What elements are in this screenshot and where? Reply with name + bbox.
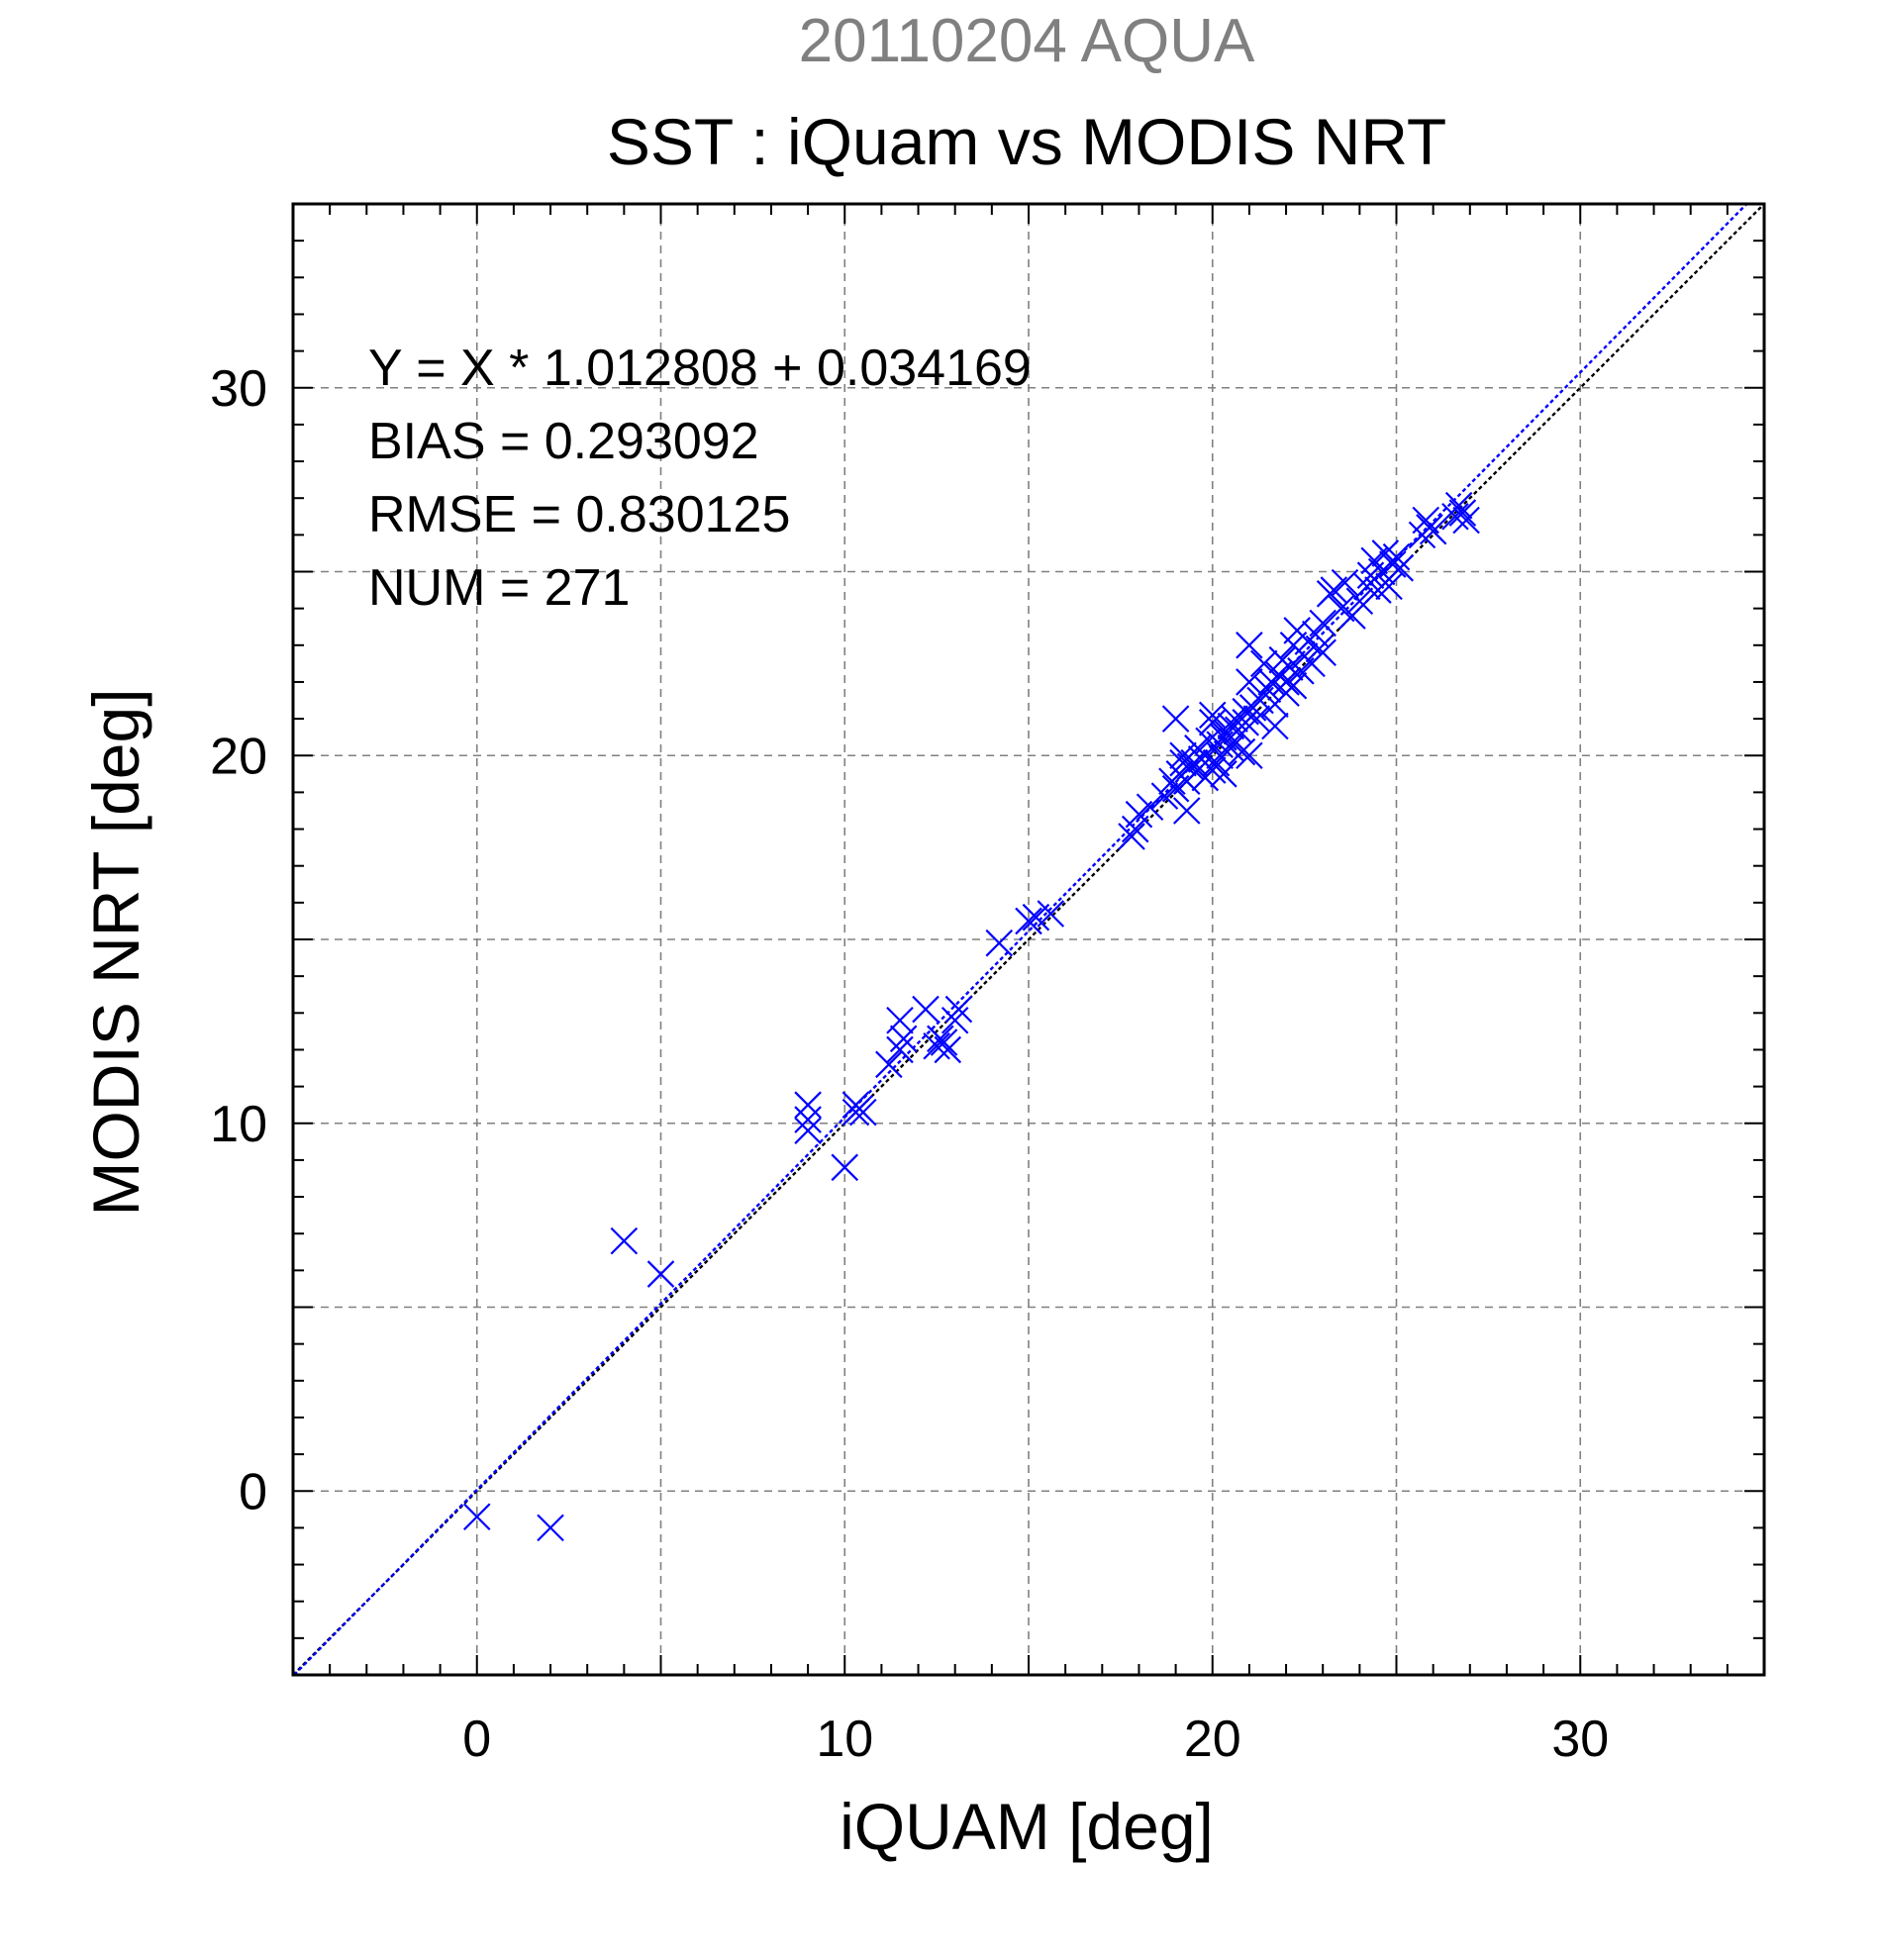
plot-frame [291,202,1766,1677]
data-point [1364,576,1392,604]
data-point [1136,793,1164,822]
bias-text: BIAS = 0.293092 [368,413,759,470]
data-point [1419,517,1447,545]
reference-lines [292,203,1765,1676]
data-point [462,1503,491,1531]
tick-labels: 0 10 20 30 0 10 20 30 [210,360,1609,1768]
x-tick-label: 10 [816,1711,873,1768]
data-point [537,1514,564,1542]
data-point [610,1226,639,1255]
x-axis-label: iQUAM [deg] [840,1790,1214,1863]
data-point [1441,502,1469,531]
data-point [1375,572,1403,601]
data-point [1382,542,1411,571]
stats-annotation: Y = X * 1.012808 + 0.034169 BIAS = 0.293… [368,340,1032,617]
data-point [1345,587,1374,615]
data-point [1261,712,1289,740]
y-tick-label: 10 [210,1096,267,1153]
data-point [923,1031,950,1060]
data-point [1309,638,1336,667]
data-point [889,1025,918,1053]
data-point [1242,705,1271,733]
data-point [1232,709,1259,736]
chart-suptitle: 20110204 AQUA [799,7,1255,75]
x-tick-label: 0 [462,1711,491,1768]
data-point [1279,671,1308,700]
ticks [292,203,1765,1676]
rmse-text: RMSE = 0.830125 [368,486,790,543]
y-tick-label: 30 [210,360,267,418]
data-point [1452,506,1480,535]
y-tick-label: 20 [210,728,267,785]
data-point [794,1091,822,1119]
data-point [1379,550,1407,578]
data-point [886,1006,914,1034]
data-point [1331,568,1359,597]
data-point [1236,741,1263,770]
chart-title: SST : iQuam vs MODIS NRT [607,105,1446,178]
fit-equation-text: Y = X * 1.012808 + 0.034169 [368,340,1032,397]
data-point [1210,760,1238,788]
data-point [1015,907,1042,935]
data-point [1444,491,1473,520]
num-text: NUM = 271 [368,559,630,617]
data-point [940,1006,969,1034]
data-point [646,1260,675,1288]
data-point [1236,632,1263,659]
data-point [927,1025,954,1053]
x-tick-label: 30 [1551,1711,1609,1768]
data-point [794,1117,822,1144]
data-point [1198,709,1227,736]
data-point [831,1153,859,1182]
identity-line [292,203,1765,1676]
data-point [886,1035,914,1064]
x-tick-label: 20 [1184,1711,1241,1768]
data-point [944,995,973,1024]
data-point [912,995,940,1024]
data-point [794,1106,822,1133]
y-tick-label: 0 [239,1463,267,1520]
data-point [1161,705,1190,733]
data-point [1118,823,1145,850]
data-point [1172,797,1201,825]
data-point [1236,668,1263,696]
data-point [985,929,1014,957]
fit-line [293,203,1748,1676]
data-point [1448,499,1477,527]
data-point [1309,609,1336,637]
data-point [1249,649,1278,678]
data-point [1198,756,1227,784]
data-point [1037,900,1065,928]
data-point [875,1050,903,1079]
data-point [1228,737,1256,766]
data-point [1253,675,1282,704]
y-axis-label: MODIS NRT [deg] [79,688,152,1216]
data-point [1217,735,1245,762]
data-point [842,1091,870,1119]
data-point [1198,701,1227,730]
data-point [1338,602,1366,630]
data-points [462,491,1480,1542]
data-point [1386,554,1414,582]
